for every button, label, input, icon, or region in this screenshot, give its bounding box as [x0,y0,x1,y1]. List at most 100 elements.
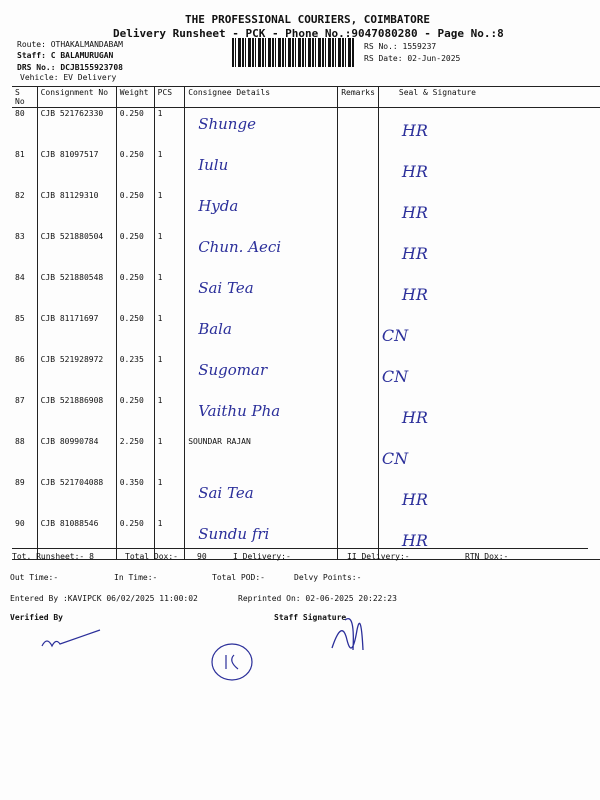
weight: 0.250 [115,395,155,436]
seal-signature: CN [377,354,600,395]
seal-signature: HR [377,272,600,313]
table-row: 86 CJB 521928972 0.235 1 Sugomar CN [12,354,600,395]
consignee: Hyda [184,190,338,231]
in-time: In Time:- [114,573,158,582]
receiver-signature: CN [381,449,409,468]
consignee-handwritten: Chun. Aeci [198,238,282,256]
table-row: 84 CJB 521880548 0.250 1 Sai Tea HR [12,272,600,313]
seal-signature: HR [377,231,600,272]
rs-no: RS No.: 1559237 [364,42,437,51]
remarks [337,190,379,231]
consignee-handwritten: Iulu [198,156,229,174]
rs-date: RS Date: 02-Jun-2025 [364,54,461,63]
consignee-handwritten: Sai Tea [198,484,254,502]
consignment-no: CJB 521704088 [36,477,117,518]
col-consignee: Consignee Details [184,86,338,108]
verified-by: Verified By [10,613,63,622]
total-dox-value: 90 [197,552,207,561]
company-name: THE PROFESSIONAL COURIERS, COIMBATORE [185,13,431,26]
stamp-circle [211,643,253,681]
consignee: Shunge [184,107,338,149]
weight: 0.250 [115,272,155,313]
seal-signature: HR [377,395,600,436]
table-row: 89 CJB 521704088 0.350 1 Sai Tea HR [12,477,600,518]
sno: 89 [15,478,25,487]
consignment-no: CJB 81171697 [36,313,117,354]
seal-signature: HR [377,518,600,560]
vehicle: Vehicle: EV Delivery [20,73,117,82]
seal-signature: HR [377,149,600,190]
consignment-no: CJB 80990784 [36,436,117,477]
remarks [337,272,379,313]
stamp-mark [225,654,239,670]
remarks [337,149,379,190]
total-pod: Total POD:- [212,573,265,582]
weight: 0.250 [115,190,155,231]
pcs: 1 [153,518,185,560]
sno: 86 [15,355,25,364]
runsheet-title: Delivery Runsheet - PCK - Phone No.:9047… [113,27,504,40]
remarks [337,436,379,477]
route: Route: OTHAKALMANDABAM [17,40,123,49]
consignee-handwritten: Sugomar [198,361,268,379]
pcs: 1 [153,272,185,313]
sno: 88 [15,437,25,446]
col-weight: Weight [115,86,155,108]
total-dox: Total Dox:- [125,552,178,561]
receiver-signature: HR [401,121,428,140]
pcs: 1 [153,477,185,518]
receiver-signature: CN [381,367,409,386]
table-row: 82 CJB 81129310 0.250 1 Hyda HR [12,190,600,231]
receiver-signature: HR [401,531,428,550]
table-row: 80 CJB 521762330 0.250 1 Shunge HR [12,107,600,149]
consignee: Sai Tea [184,477,338,518]
receiver-signature: HR [401,285,428,304]
pcs: 1 [153,190,185,231]
sno: 90 [12,518,38,560]
seal-signature: CN [377,436,600,477]
weight: 0.235 [115,354,155,395]
weight: 0.250 [115,518,155,560]
verifier-signature [41,629,101,648]
weight: 0.250 [115,313,155,354]
consignee-handwritten [188,446,334,452]
col-seal: Seal & Signature [377,86,600,108]
table-row: 83 CJB 521880504 0.250 1 Chun. Aeci HR [12,231,600,272]
sno: 82 [15,191,25,200]
reprinted-on: Reprinted On: 02-06-2025 20:22:23 [238,594,397,603]
i-delivery: I Delivery:- [233,552,291,561]
col-pcs: PCS [153,86,185,108]
sno: 81 [15,150,25,159]
consignee: Bala [184,313,338,354]
consignee-handwritten: Sundu fri [198,525,270,543]
pcs: 1 [153,354,185,395]
remarks [337,395,379,436]
delvy-points: Delvy Points:- [294,573,362,582]
pcs: 1 [153,313,185,354]
pcs: 1 [153,395,185,436]
sno: 80 [15,109,25,118]
staff: Staff: C BALAMURUGAN [17,51,114,60]
col-consignment: Consignment No [36,86,117,108]
consignee: Iulu [184,149,338,190]
runsheet-table: S No Consignment No Weight PCS Consignee… [12,86,600,560]
remarks [337,518,379,560]
seal-signature: HR [377,107,600,149]
consignee-handwritten: Vaithu Pha [198,402,281,420]
weight: 0.250 [115,231,155,272]
sno: 85 [15,314,25,323]
remarks [337,313,379,354]
receiver-signature: HR [401,162,428,181]
consignment-no: CJB 81097517 [36,149,117,190]
receiver-signature: HR [401,244,428,263]
weight: 2.250 [115,436,155,477]
consignee-handwritten: Hyda [198,197,239,215]
consignment-no: CJB 521762330 [36,107,117,149]
consignment-no: CJB 81129310 [36,190,117,231]
consignee: Vaithu Pha [184,395,338,436]
staff-signature-label: Staff Signature [274,613,347,622]
remarks [337,107,379,149]
table-row: 85 CJB 81171697 0.250 1 Bala CN [12,313,600,354]
pcs: 1 [153,149,185,190]
